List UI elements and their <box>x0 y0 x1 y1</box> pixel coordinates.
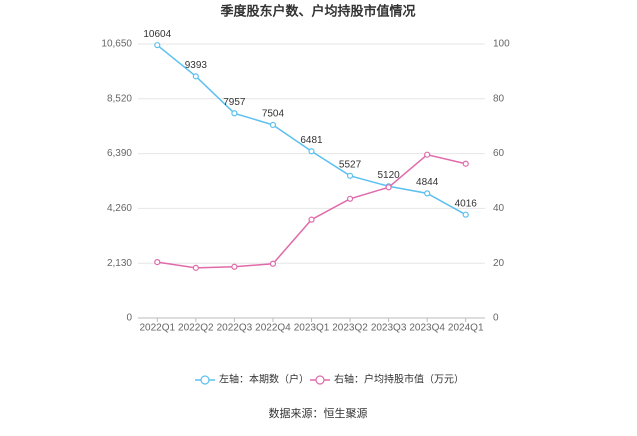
x-tick-label: 2023Q3 <box>371 323 407 334</box>
x-tick-label: 2023Q2 <box>332 323 368 334</box>
y2-tick-label: 20 <box>493 258 505 269</box>
data-label: 5120 <box>377 170 400 181</box>
x-tick-label: 2022Q4 <box>255 323 291 334</box>
point <box>231 263 238 270</box>
point <box>269 260 277 267</box>
y-tick-label: 4,260 <box>107 203 132 214</box>
y-tick-label: 8,520 <box>107 93 132 104</box>
point <box>154 42 161 49</box>
data-label: 9393 <box>185 60 208 71</box>
x-tick-label: 2023Q1 <box>294 323 330 334</box>
x-tick-label: 2024Q1 <box>448 323 484 334</box>
point <box>424 151 431 158</box>
data-label: 7504 <box>262 109 285 120</box>
legend-label: 右轴：户均持股市值（万元） <box>334 373 464 386</box>
legend-marker <box>200 375 210 385</box>
x-tick-label: 2023Q4 <box>409 323 445 334</box>
source: 数据来源：恒生聚源 <box>269 406 368 420</box>
y-tick-label: 0 <box>126 313 132 324</box>
data-label: 6481 <box>300 135 323 146</box>
y2-tick-label: 100 <box>493 39 510 50</box>
y-tick-label: 6,390 <box>107 148 132 159</box>
point <box>462 211 469 218</box>
point <box>192 73 199 80</box>
data-label: 4016 <box>455 198 478 209</box>
legend-label: 左轴：本期数（户） <box>219 373 309 386</box>
data-label: 10604 <box>143 29 171 40</box>
point <box>385 184 392 191</box>
y-tick-label: 2,130 <box>107 258 132 269</box>
data-label: 5527 <box>339 159 362 170</box>
point <box>154 259 161 266</box>
point <box>269 121 277 129</box>
x-tick-label: 2022Q3 <box>217 323 253 334</box>
point <box>346 172 354 179</box>
y2-tick-label: 80 <box>493 93 505 104</box>
point <box>192 264 199 271</box>
x-tick-label: 2022Q1 <box>139 323 175 334</box>
y2-tick-label: 0 <box>493 313 499 324</box>
y-tick-label: 10,650 <box>101 39 132 50</box>
point <box>462 160 469 167</box>
data-label: 7957 <box>223 97 246 108</box>
data-label: 4844 <box>416 177 439 188</box>
point <box>424 190 431 197</box>
x-tick-label: 2022Q2 <box>178 323 214 334</box>
y2-tick-label: 60 <box>493 148 505 159</box>
point <box>231 110 238 117</box>
point <box>346 195 354 202</box>
point <box>308 148 315 155</box>
legend-marker <box>315 375 325 385</box>
chart-title: 季度股东户数、户均持股市值情况 <box>219 3 415 18</box>
series-line <box>157 153 466 269</box>
y2-tick-label: 40 <box>493 203 505 214</box>
point <box>308 216 315 223</box>
